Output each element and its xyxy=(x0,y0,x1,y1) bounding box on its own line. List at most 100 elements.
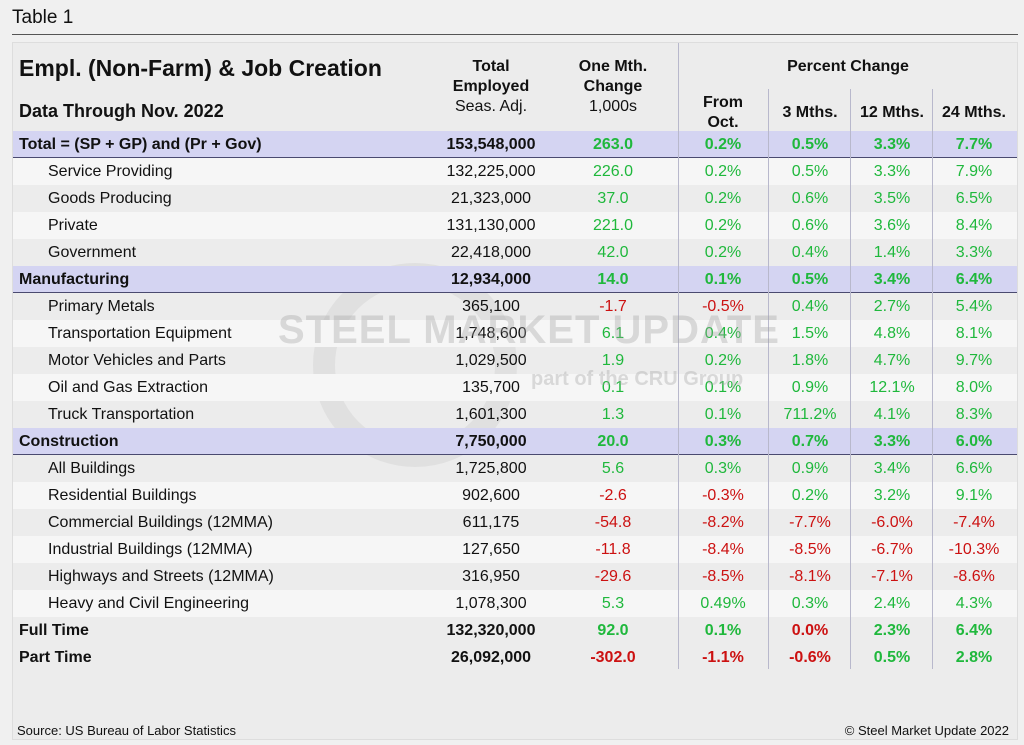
table-cell: 6.1 xyxy=(601,325,625,342)
row-label: All Buildings xyxy=(48,460,136,477)
table-cell: 1.4% xyxy=(873,244,911,261)
table-cell: 902,600 xyxy=(462,487,520,504)
table-row: Highways and Streets (12MMA) 316,950 -29.6… xyxy=(13,563,1017,590)
table-cell: 9.1% xyxy=(955,487,993,504)
table-row: Industrial Buildings (12MMA) 127,650 -11.8… xyxy=(13,536,1017,563)
table-cell: 1.5% xyxy=(791,325,829,342)
table-cell: 0.9% xyxy=(791,460,829,477)
table-cell: 12.1% xyxy=(869,379,915,396)
table-cell: -8.5% xyxy=(702,568,744,585)
table-panel: Empl. (Non-Farm) & Job Creation Data Thr… xyxy=(12,42,1018,740)
table-cell: 0.7% xyxy=(791,433,829,450)
table-cell: 37.0 xyxy=(597,190,629,207)
table-cell: 0.2% xyxy=(704,190,742,207)
header-12-mths: 12 Mths. xyxy=(859,104,924,121)
table-cell: 1.9 xyxy=(601,352,625,369)
table-cell: 2.8% xyxy=(955,649,993,666)
table-cell: 1,078,300 xyxy=(455,595,527,612)
table-cell: 0.2% xyxy=(704,217,742,234)
table-cell: 1,748,600 xyxy=(455,325,527,342)
table-cell: 8.0% xyxy=(955,379,993,396)
table-cell: 12,934,000 xyxy=(450,271,532,288)
column-divider xyxy=(678,43,679,669)
table-cell: 0.1% xyxy=(704,622,742,639)
table-cell: 0.6% xyxy=(791,190,829,207)
row-label: Goods Producing xyxy=(48,190,172,207)
table-cell: 0.1% xyxy=(704,406,742,423)
table-cell: 3.3% xyxy=(873,136,911,153)
table-cell: -0.6% xyxy=(789,649,831,666)
table-cell: 1,029,500 xyxy=(455,352,527,369)
table-cell: -302.0 xyxy=(590,649,636,666)
table-row: Total = (SP + GP) and (Pr + Gov) 153,548,… xyxy=(13,131,1017,158)
table-row: Commercial Buildings (12MMA) 611,175 -54.8… xyxy=(13,509,1017,536)
source-note: Source: US Bureau of Labor Statistics xyxy=(17,723,236,738)
table-cell: -7.4% xyxy=(953,514,995,531)
table-cell: 6.4% xyxy=(955,271,993,288)
table-cell: 3.6% xyxy=(873,217,911,234)
table-row: Manufacturing 12,934,000 14.0 0.1% 0.5% 3.4% 6… xyxy=(13,266,1017,293)
table-cell: 0.3% xyxy=(704,433,742,450)
table-cell: -6.0% xyxy=(871,514,913,531)
row-label: Full Time xyxy=(19,622,89,639)
column-divider xyxy=(850,89,851,669)
table-cell: 2.3% xyxy=(873,622,911,639)
row-label: Service Providing xyxy=(48,163,173,180)
table-cell: -1.1% xyxy=(702,649,744,666)
table-cell: 0.2% xyxy=(704,136,742,153)
divider xyxy=(12,34,1018,35)
table-row: Residential Buildings 902,600 -2.6 -0.3% 0.2… xyxy=(13,482,1017,509)
table-cell: 0.2% xyxy=(791,487,829,504)
table-cell: -8.6% xyxy=(953,568,995,585)
table-cell: 2.7% xyxy=(873,298,911,315)
header-total: Total Employed Seas. Adj. xyxy=(431,57,551,117)
table-cell: 8.4% xyxy=(955,217,993,234)
table-cell: 6.4% xyxy=(955,622,993,639)
table-cell: -1.7 xyxy=(599,298,627,315)
table-cell: 7.7% xyxy=(955,136,993,153)
table-cell: 22,418,000 xyxy=(450,244,532,261)
table-cell: 3.3% xyxy=(873,433,911,450)
table-cell: -8.1% xyxy=(789,568,831,585)
table-cell: 4.8% xyxy=(873,325,911,342)
row-label: Primary Metals xyxy=(48,298,155,315)
table-cell: 5.6 xyxy=(601,460,625,477)
table-cell: 127,650 xyxy=(462,541,520,558)
table-cell: 135,700 xyxy=(462,379,520,396)
table-cell: 0.49% xyxy=(700,595,746,612)
table-cell: 8.3% xyxy=(955,406,993,423)
table-cell: 42.0 xyxy=(597,244,629,261)
header-text: Total xyxy=(472,58,510,75)
table-cell: 5.3 xyxy=(601,595,625,612)
table-row: Primary Metals 365,100 -1.7 -0.5% 0.4% 2.7% 5.… xyxy=(13,293,1017,320)
table-cell: 0.0% xyxy=(791,622,829,639)
header-text: From xyxy=(703,94,743,111)
row-label: Highways and Streets (12MMA) xyxy=(48,568,274,585)
table-row: Oil and Gas Extraction 135,700 0.1 0.1% 0.9%… xyxy=(13,374,1017,401)
header-text: Employed xyxy=(452,78,530,95)
copyright: © Steel Market Update 2022 xyxy=(844,723,1009,738)
table-cell: 0.5% xyxy=(791,163,829,180)
row-label: Manufacturing xyxy=(19,271,130,288)
table-cell: 0.2% xyxy=(704,163,742,180)
table-title: Empl. (Non-Farm) & Job Creation xyxy=(19,55,382,81)
table-cell: 0.4% xyxy=(791,298,829,315)
table-cell: -10.3% xyxy=(948,541,1000,558)
table-cell: 132,225,000 xyxy=(446,163,536,180)
table-cell: 6.0% xyxy=(955,433,993,450)
header-text: Oct. xyxy=(707,114,739,131)
table-row: Goods Producing 21,323,000 37.0 0.2% 0.6% 3.5… xyxy=(13,185,1017,212)
table-cell: 92.0 xyxy=(597,622,629,639)
table-cell: -8.4% xyxy=(702,541,744,558)
table-row: Truck Transportation 1,601,300 1.3 0.1% 711.… xyxy=(13,401,1017,428)
table-row: Full Time 132,320,000 92.0 0.1% 0.0% 2.3% 6.4% xyxy=(13,617,1017,644)
row-label: Truck Transportation xyxy=(48,406,195,423)
table-cell: 0.3% xyxy=(791,595,829,612)
table-cell: 3.4% xyxy=(873,271,911,288)
table-cell: 1.3 xyxy=(601,406,625,423)
header-one-month: One Mth. Change 1,000s xyxy=(563,57,663,117)
table-cell: -6.7% xyxy=(871,541,913,558)
table-cell: 7,750,000 xyxy=(455,433,527,450)
row-label: Commercial Buildings (12MMA) xyxy=(48,514,273,531)
table-cell: 0.1% xyxy=(704,271,742,288)
